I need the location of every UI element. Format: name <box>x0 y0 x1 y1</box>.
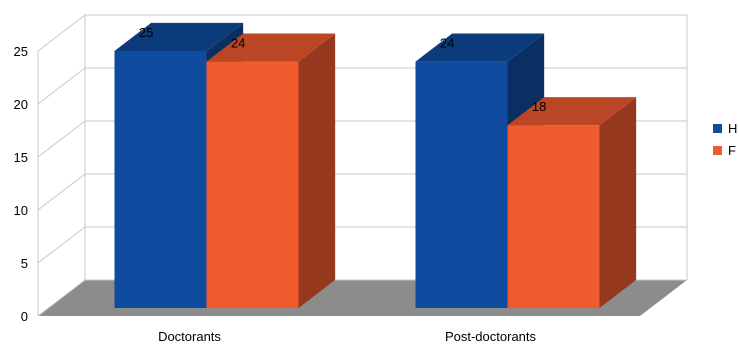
bar-front <box>114 51 207 308</box>
gridline-side <box>37 279 86 317</box>
bar-side <box>599 97 637 309</box>
y-tick-label: 0 <box>21 309 28 324</box>
legend-swatch <box>713 124 722 133</box>
bar-F-1 <box>507 97 637 309</box>
y-tick-label: 20 <box>14 97 28 112</box>
y-tick-label: 15 <box>14 150 28 165</box>
bar-side <box>298 33 336 309</box>
y-tick-label: 5 <box>21 256 28 271</box>
legend-swatch <box>713 146 722 155</box>
data-label: 24 <box>231 36 245 51</box>
gridline-side <box>37 173 86 211</box>
x-axis: Doctorants Post-doctorants <box>158 329 536 344</box>
bar-top <box>507 97 637 126</box>
x-tick-label: Doctorants <box>158 329 221 344</box>
bar-front <box>415 61 508 308</box>
bar-top <box>114 22 244 51</box>
bar-top <box>206 33 336 62</box>
gridline-side <box>37 14 86 52</box>
data-label: 18 <box>532 99 546 114</box>
data-label: 24 <box>440 36 454 51</box>
legend-label: H <box>728 121 737 136</box>
bar-front <box>206 61 299 308</box>
data-label: 25 <box>139 25 153 40</box>
bar-front <box>507 125 600 308</box>
y-tick-label: 10 <box>14 203 28 218</box>
bar-F-0 <box>206 33 336 309</box>
gridline-side <box>37 226 86 264</box>
gridline-side <box>37 120 86 158</box>
y-tick-label: 25 <box>14 44 28 59</box>
gridline-side <box>37 67 86 105</box>
legend-label: F <box>728 143 736 158</box>
y-axis: 0 5 10 15 20 25 <box>14 44 28 324</box>
data-labels: 25 24 24 18 <box>139 25 546 114</box>
legend: HF <box>713 121 737 158</box>
bars <box>114 22 637 309</box>
bar-top <box>415 33 545 62</box>
x-tick-label: Post-doctorants <box>445 329 537 344</box>
